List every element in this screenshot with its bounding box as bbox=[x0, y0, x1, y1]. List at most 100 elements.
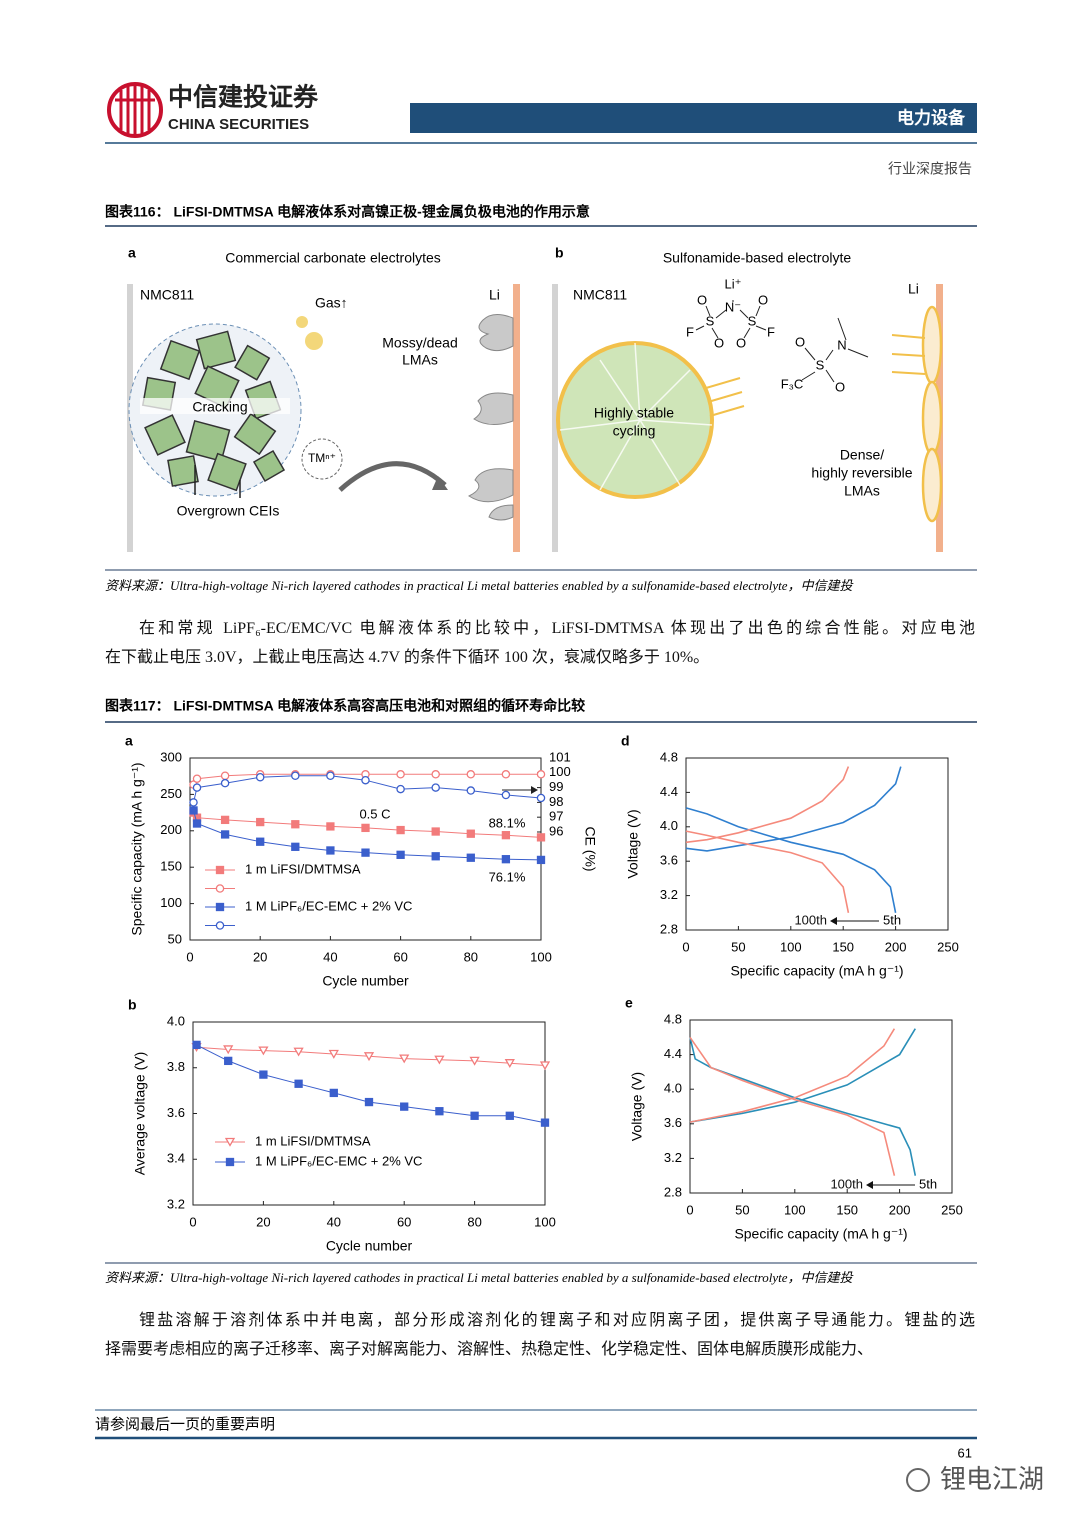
paragraph-line: 在和常规 LiPF₆-EC/EMC/VC 电解液体系的比较中，LiFSI-DMT… bbox=[139, 620, 975, 637]
marker bbox=[291, 842, 300, 851]
y-tick-label: 4.0 bbox=[660, 818, 678, 833]
plot-frame bbox=[685, 757, 949, 931]
marker bbox=[326, 846, 335, 855]
x-tick-label: 0 bbox=[682, 939, 689, 954]
lma-label: LMAs bbox=[844, 483, 880, 499]
figure-title: 图表117： LiFSI-DMTMSA 电解液体系高容高压电池和对照组的循环寿命… bbox=[105, 698, 585, 714]
y-tick-label: 4.0 bbox=[664, 1081, 682, 1096]
atom: O bbox=[795, 334, 805, 349]
gas-bubble bbox=[305, 332, 323, 350]
atom: F bbox=[767, 324, 775, 339]
x-tick-label: 100 bbox=[530, 949, 552, 964]
atom: S bbox=[816, 357, 825, 372]
x-tick-label: 50 bbox=[731, 939, 745, 954]
arrow bbox=[338, 461, 447, 492]
annotation: 0.5 C bbox=[359, 806, 390, 821]
y-tick-label: 4.0 bbox=[167, 1013, 185, 1028]
chart: d 0 50 100 150 200 250 2.8 3.2 3.6 4.0 4.4 4.8 Specif… bbox=[621, 733, 959, 979]
y-tick-label: 50 bbox=[168, 931, 182, 946]
plot-frame bbox=[192, 1021, 546, 1206]
y2-tick-label: 96 bbox=[549, 823, 563, 838]
y-tick-label: 4.4 bbox=[664, 1046, 682, 1061]
li-anode bbox=[513, 284, 520, 552]
panel-label: a bbox=[125, 733, 133, 749]
y-tick-label: 2.8 bbox=[664, 1184, 682, 1199]
atom: S bbox=[748, 313, 757, 328]
diagram-a: a Commercial carbonate electrolytes NMC8… bbox=[127, 245, 520, 552]
sector-bar bbox=[410, 103, 977, 133]
marker bbox=[223, 1045, 234, 1055]
marker bbox=[259, 1070, 268, 1079]
marker bbox=[215, 902, 225, 912]
y-tick-label: 200 bbox=[160, 822, 182, 837]
atom: O bbox=[835, 379, 845, 394]
logo bbox=[107, 82, 163, 138]
atom: N⁻ bbox=[725, 299, 741, 314]
x-tick-label: 20 bbox=[256, 1214, 270, 1229]
marker bbox=[361, 823, 370, 833]
lma-label: Mossy/dead bbox=[382, 335, 457, 351]
marker bbox=[189, 798, 198, 807]
panel-label: e bbox=[625, 995, 633, 1011]
marker bbox=[361, 775, 370, 785]
y-tick-label: 3.2 bbox=[167, 1196, 185, 1211]
series-line bbox=[193, 773, 541, 785]
y2-tick-label: 99 bbox=[549, 779, 563, 794]
mossy-lma bbox=[468, 314, 514, 521]
marker bbox=[536, 833, 546, 842]
series-line bbox=[685, 766, 850, 913]
marker bbox=[504, 1059, 515, 1068]
marker bbox=[501, 790, 511, 800]
atom: N bbox=[837, 337, 846, 352]
y2-axis-label: CE (%) bbox=[582, 826, 598, 871]
tm-label: TMⁿ⁺ bbox=[308, 451, 336, 465]
annotation: 88.1% bbox=[489, 815, 526, 830]
x-tick-label: 250 bbox=[941, 1202, 963, 1217]
legend-label: 100th bbox=[830, 1176, 863, 1191]
x-tick-label: 200 bbox=[885, 939, 907, 954]
x-tick-label: 100 bbox=[780, 939, 802, 954]
arrow-head bbox=[432, 476, 448, 490]
cathode-label: NMC811 bbox=[573, 287, 627, 303]
x-axis-label: Specific capacity (mA h g⁻¹) bbox=[734, 1226, 907, 1242]
marker bbox=[256, 837, 265, 846]
marker bbox=[329, 1088, 338, 1098]
paragraph-line: 在下截止电压 3.0V，上截止电压高达 4.7V 的条件下循环 100 次，衰减… bbox=[105, 649, 710, 666]
marker bbox=[224, 1056, 233, 1066]
x-tick-label: 40 bbox=[323, 949, 337, 964]
marker bbox=[536, 793, 546, 803]
marker bbox=[501, 855, 511, 864]
paragraph: 在和常规 LiPF₆-EC/EMC/VC 电解液体系的比较中，LiFSI-DMT… bbox=[105, 614, 975, 672]
marker bbox=[536, 770, 546, 779]
x-tick-label: 20 bbox=[253, 949, 267, 964]
marker bbox=[469, 1056, 480, 1066]
company-en: CHINA SECURITIES bbox=[168, 116, 309, 133]
marker bbox=[399, 1054, 410, 1064]
cycling-label: cycling bbox=[613, 423, 656, 439]
chart: b 0 20 40 60 80 100 3.2 3.4 3.6 3.8 4.0 Cycle number… bbox=[128, 997, 556, 1254]
dense-lma bbox=[921, 305, 943, 523]
y-tick-label: 300 bbox=[160, 749, 182, 764]
x-tick-label: 100 bbox=[534, 1214, 556, 1229]
marker bbox=[396, 825, 405, 835]
atom: O bbox=[697, 292, 707, 307]
x-tick-label: 80 bbox=[467, 1214, 481, 1229]
cathode-label: NMC811 bbox=[140, 287, 194, 303]
plot-frame bbox=[189, 757, 542, 941]
legend-label: 100th bbox=[794, 912, 827, 927]
y2-tick-label: 100 bbox=[549, 764, 571, 779]
marker bbox=[400, 1102, 409, 1111]
legend-label: 1 m LiFSI/DMTMSA bbox=[255, 1133, 371, 1148]
y-tick-label: 3.6 bbox=[660, 853, 678, 868]
source: 资料来源：Ultra-high-voltage Ni-rich layered … bbox=[105, 578, 853, 593]
marker bbox=[220, 771, 230, 781]
marker bbox=[215, 884, 225, 893]
legend-label: 1 m LiFSI/DMTMSA bbox=[245, 861, 361, 876]
y-tick-label: 250 bbox=[160, 786, 182, 801]
series-line bbox=[193, 775, 542, 803]
diagram-b: b Sulfonamide-based electrolyte NMC811 L… bbox=[552, 245, 943, 552]
anode-label: Li bbox=[908, 281, 919, 297]
marker bbox=[431, 783, 440, 792]
